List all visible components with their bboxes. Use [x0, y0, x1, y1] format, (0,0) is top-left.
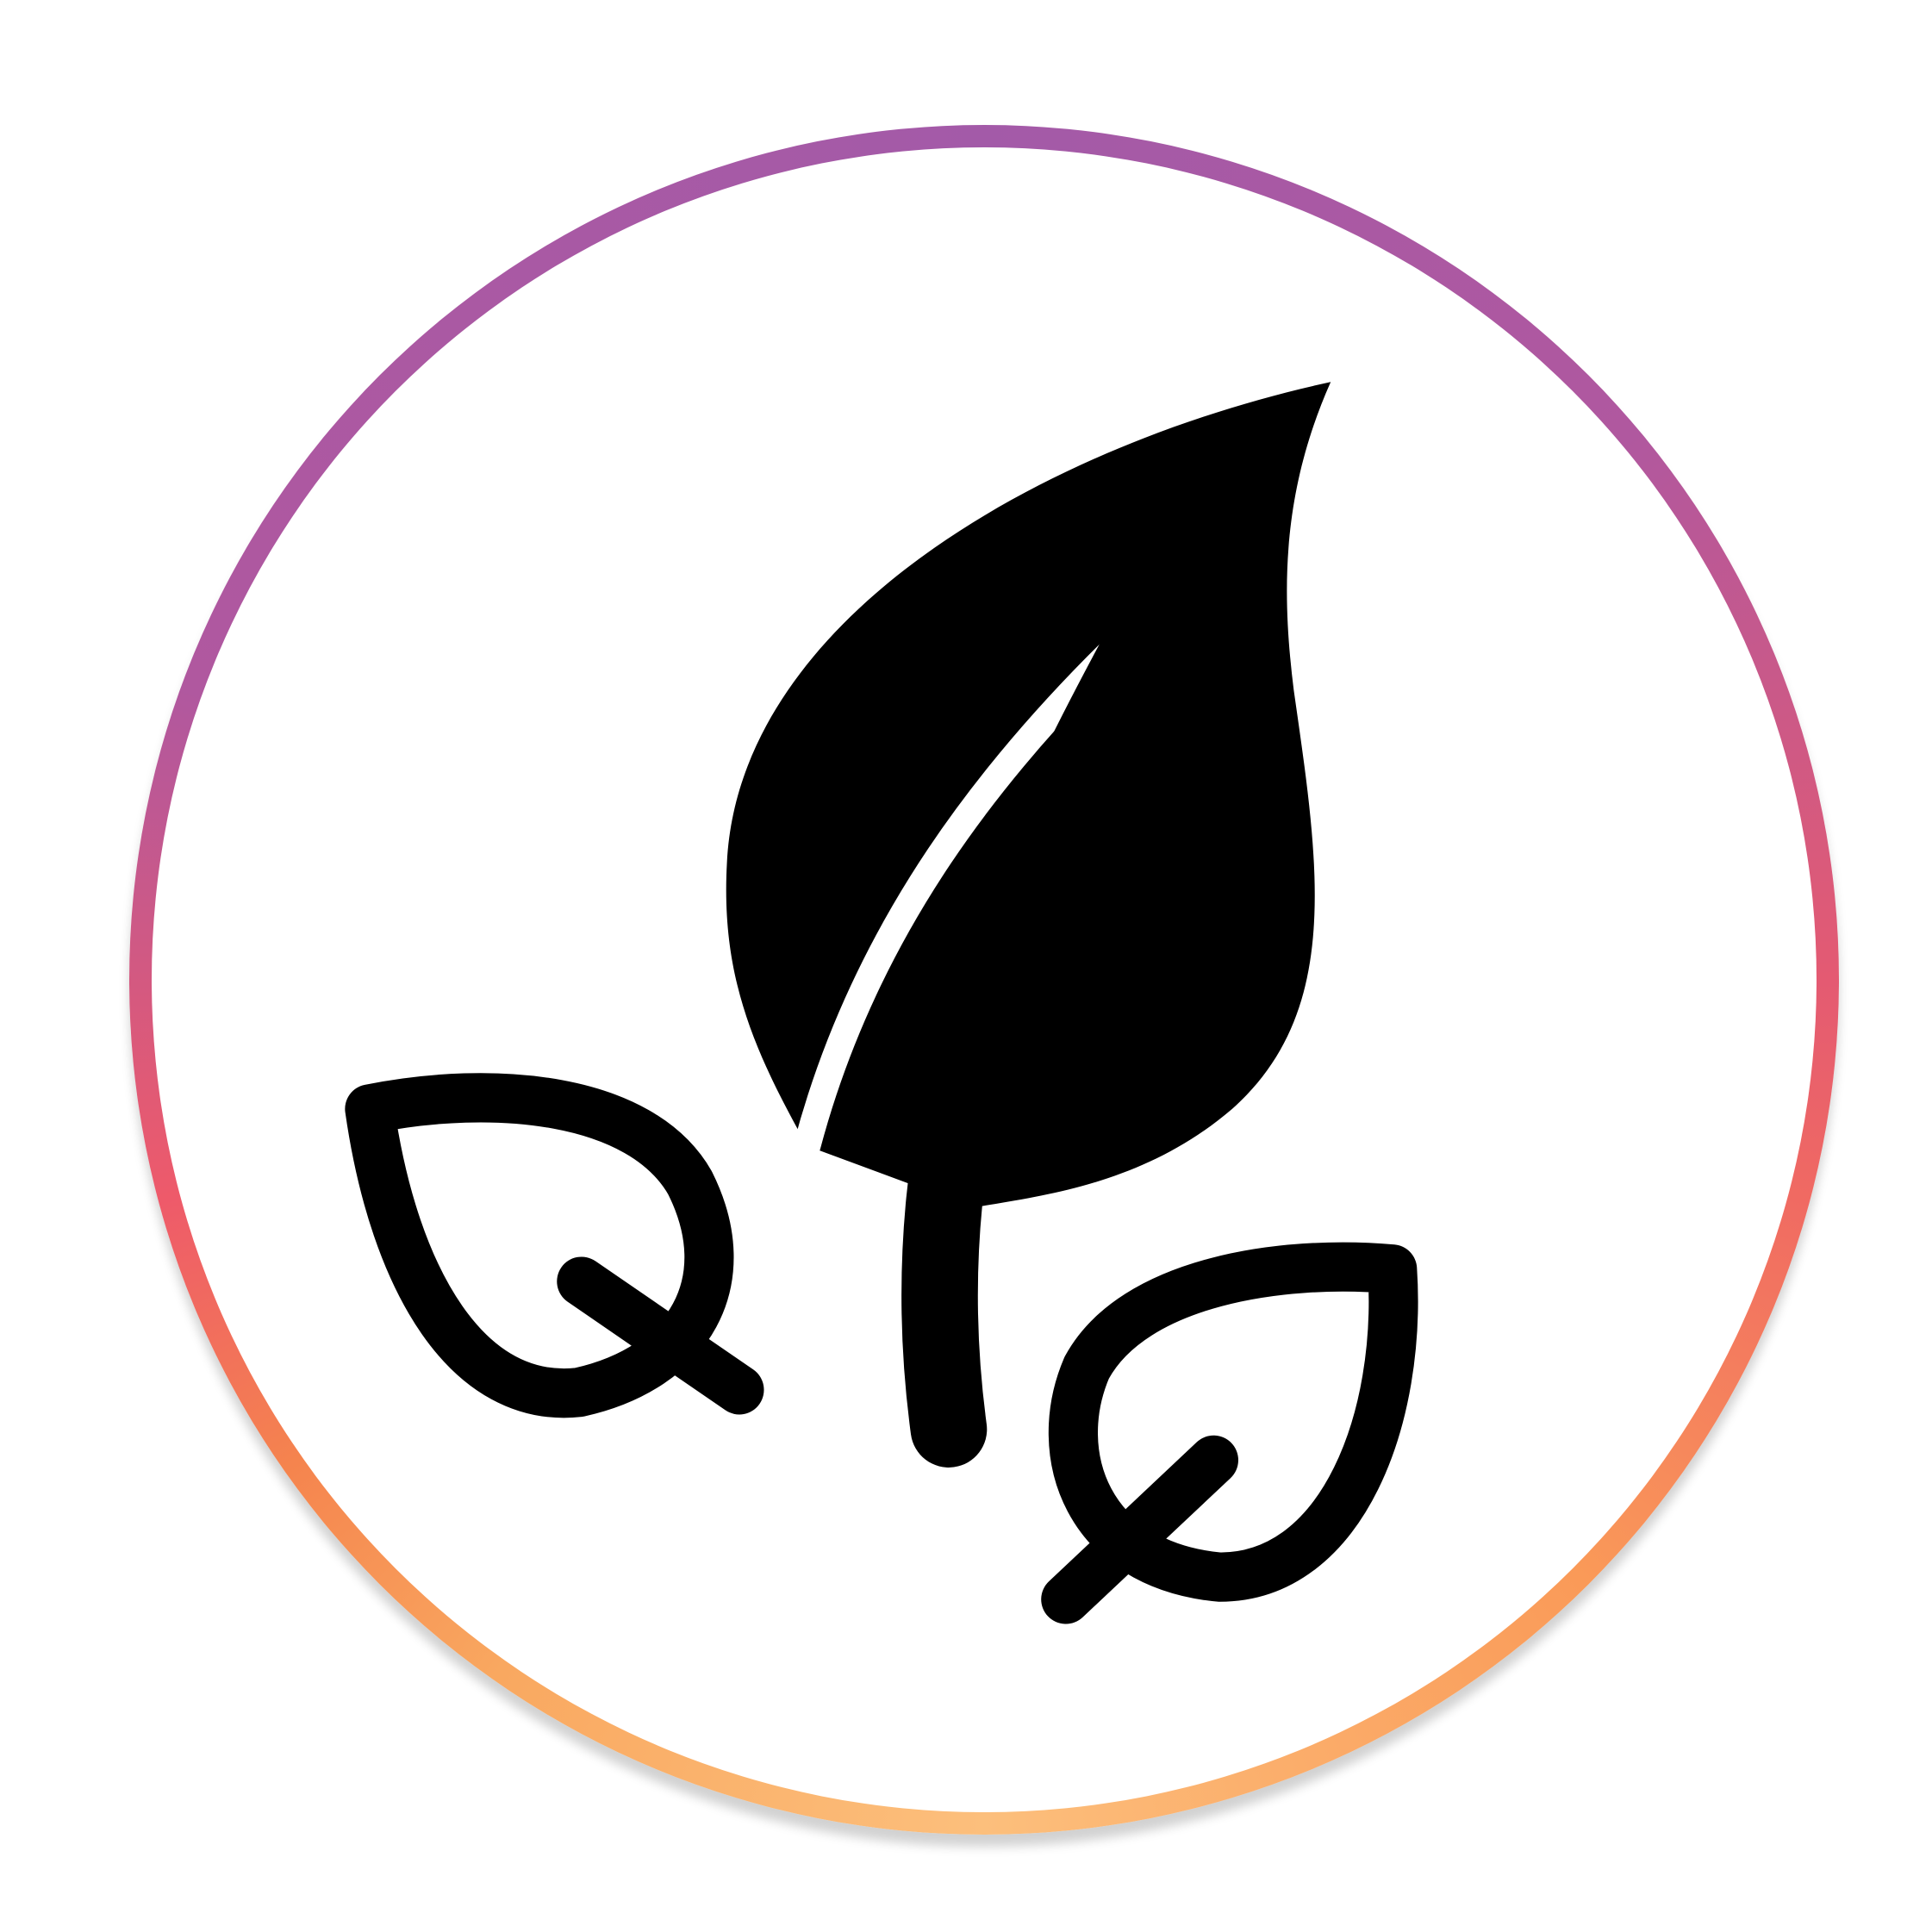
small-leaf-left-icon [345, 1073, 764, 1418]
small-leaf-right-icon [1041, 1242, 1418, 1624]
large-leaf-icon [726, 382, 1331, 1468]
